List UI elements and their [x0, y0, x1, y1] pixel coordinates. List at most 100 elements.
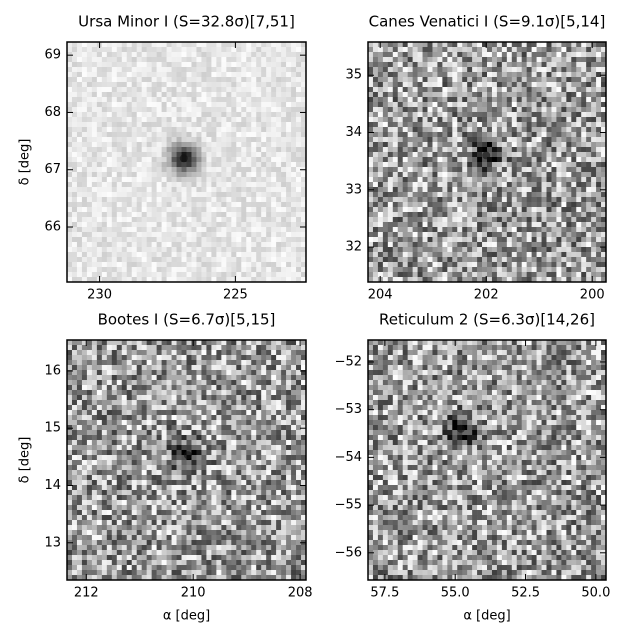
pixel — [182, 92, 187, 97]
pixel — [107, 252, 112, 257]
pixel — [497, 62, 502, 67]
pixel — [457, 112, 462, 117]
pixel — [241, 267, 246, 272]
pixel — [77, 57, 82, 62]
pixel — [261, 107, 266, 112]
pixel — [172, 272, 177, 277]
pixel — [596, 212, 601, 217]
pixel — [581, 157, 586, 162]
pixel — [561, 62, 566, 67]
pixel — [393, 107, 398, 112]
pixel — [502, 122, 507, 127]
pixel — [87, 212, 92, 217]
pixel — [437, 257, 442, 262]
pixel — [403, 77, 408, 82]
pixel — [561, 52, 566, 57]
pixel — [97, 370, 102, 375]
pixel — [452, 242, 457, 247]
pixel — [432, 107, 437, 112]
pixel — [196, 360, 201, 365]
pixel — [132, 122, 137, 127]
pixel — [566, 122, 571, 127]
pixel — [216, 157, 221, 162]
pixel — [266, 207, 271, 212]
pixel — [368, 207, 373, 212]
pixel — [256, 172, 261, 177]
pixel — [206, 127, 211, 132]
pixel — [82, 62, 87, 67]
pixel — [122, 355, 127, 360]
pixel — [591, 62, 596, 67]
pixel — [152, 87, 157, 92]
pixel — [457, 162, 462, 167]
pixel — [271, 272, 276, 277]
pixel — [246, 57, 251, 62]
pixel — [206, 57, 211, 62]
pixel — [566, 252, 571, 257]
pixel — [67, 212, 72, 217]
pixel — [127, 360, 132, 365]
pixel — [241, 197, 246, 202]
pixel — [556, 252, 561, 257]
pixel — [102, 177, 107, 182]
pixel — [191, 365, 196, 370]
pixel — [447, 187, 452, 192]
pixel — [413, 257, 418, 262]
pixel — [581, 182, 586, 187]
pixel — [271, 242, 276, 247]
pixel — [256, 97, 261, 102]
pixel — [457, 132, 462, 137]
pixel — [457, 97, 462, 102]
pixel — [137, 147, 142, 152]
pixel — [97, 107, 102, 112]
pixel — [231, 142, 236, 147]
pixel — [408, 252, 413, 257]
pixel — [72, 47, 77, 52]
pixel — [286, 67, 291, 72]
pixel — [378, 122, 383, 127]
pixel — [561, 42, 566, 47]
pixel — [241, 272, 246, 277]
pixel — [251, 62, 256, 67]
pixel — [112, 267, 117, 272]
pixel — [102, 360, 107, 365]
pixel — [221, 77, 226, 82]
pixel — [437, 157, 442, 162]
pixel — [457, 142, 462, 147]
pixel — [591, 167, 596, 172]
pixel — [241, 350, 246, 355]
pixel — [442, 232, 447, 237]
pixel — [117, 122, 122, 127]
pixel — [286, 197, 291, 202]
pixel — [102, 72, 107, 77]
pixel — [196, 232, 201, 237]
pixel — [517, 242, 522, 247]
pixel — [201, 257, 206, 262]
pixel — [137, 127, 142, 132]
pixel — [196, 187, 201, 192]
pixel — [77, 117, 82, 122]
pixel — [87, 247, 92, 252]
pixel — [447, 57, 452, 62]
pixel — [187, 272, 192, 277]
pixel — [512, 162, 517, 167]
pixel — [177, 62, 182, 67]
pixel — [537, 152, 542, 157]
pixel — [566, 62, 571, 67]
pixel — [266, 132, 271, 137]
pixel — [226, 350, 231, 355]
pixel — [117, 267, 122, 272]
pixel — [551, 92, 556, 97]
pixel — [177, 360, 182, 365]
pixel — [418, 87, 423, 92]
pixel — [596, 232, 601, 237]
pixel — [373, 167, 378, 172]
pixel — [487, 87, 492, 92]
pixel — [286, 237, 291, 242]
pixel — [276, 47, 281, 52]
pixel — [571, 97, 576, 102]
pixel — [502, 242, 507, 247]
pixel — [432, 77, 437, 82]
pixel — [398, 52, 403, 57]
pixel — [428, 62, 433, 67]
